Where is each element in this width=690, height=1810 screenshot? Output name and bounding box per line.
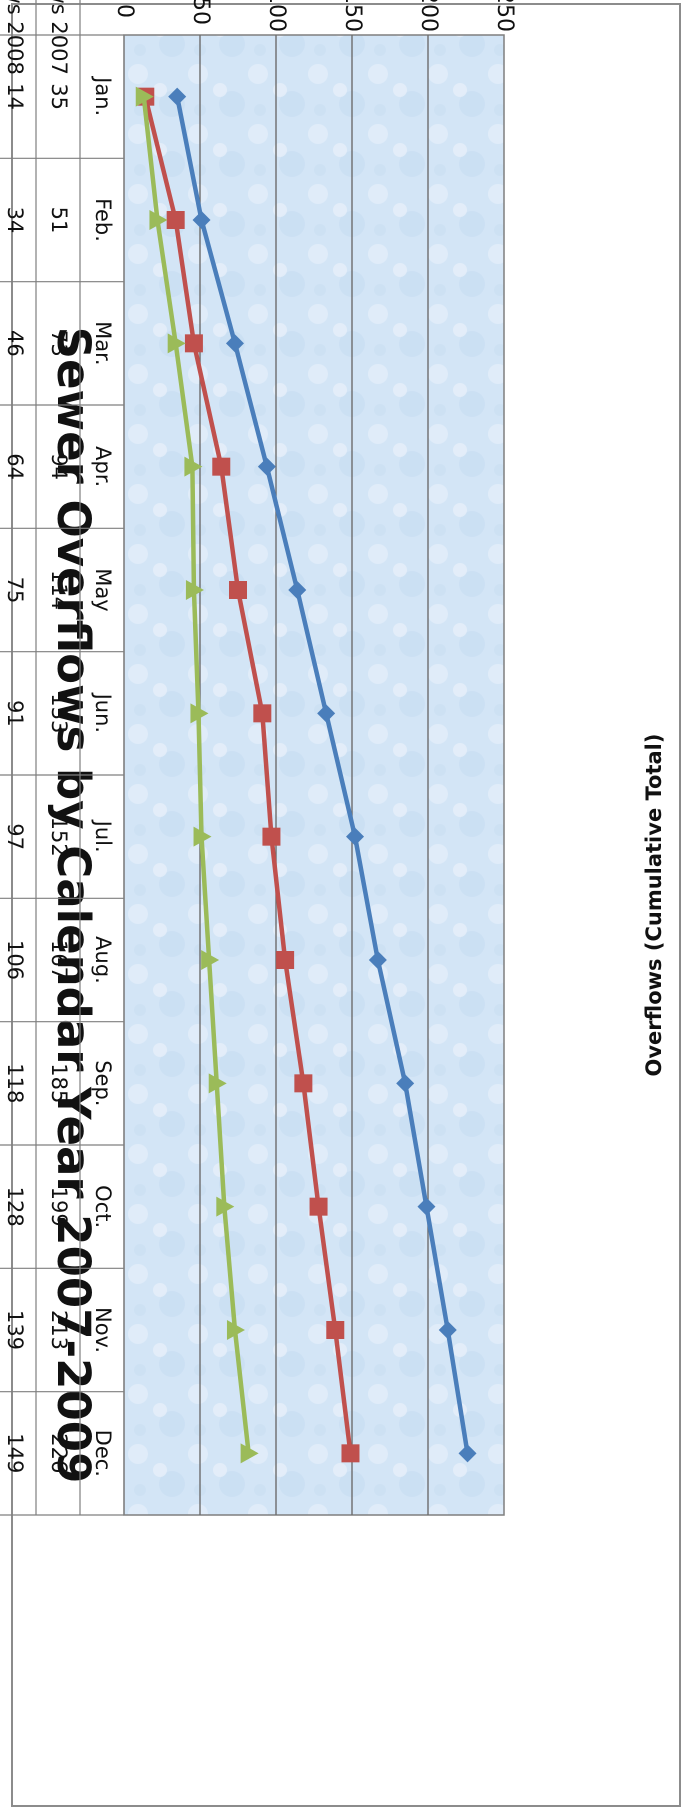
- data-point-marker: [257, 457, 276, 476]
- data-table-cell: 167: [47, 940, 71, 980]
- data-point-marker: [253, 704, 272, 723]
- series-line: [174, 96, 470, 1454]
- y-tick-label: 50: [188, 0, 213, 25]
- category-label: Sep.: [91, 1060, 115, 1106]
- data-table-cell: 106: [3, 940, 27, 980]
- data-point-marker: [184, 334, 203, 353]
- y-axis-title: Overflows (Cumulative Total): [642, 734, 666, 1077]
- y-tick-label: 250: [492, 0, 517, 32]
- y-tick-label: 100: [264, 0, 289, 32]
- data-table-cell: 114: [47, 570, 71, 610]
- y-tick-label: 0: [112, 4, 137, 18]
- data-table-cell: 118: [3, 1063, 27, 1103]
- data-point-marker: [166, 211, 185, 229]
- data-point-marker: [201, 950, 220, 970]
- data-point-marker: [184, 456, 203, 477]
- rotated-chart-area: Sewer Overflows by Calendar Year 2007-20…: [0, 0, 666, 1516]
- category-label: Nov.: [91, 1307, 115, 1353]
- data-point-marker: [185, 580, 204, 600]
- category-label: Dec.: [91, 1430, 115, 1477]
- data-point-marker: [346, 827, 365, 846]
- data-table-cell: 94: [47, 453, 71, 480]
- data-point-marker: [309, 1197, 328, 1216]
- data-point-marker: [317, 704, 336, 723]
- data-table: Jan. Feb. Mar. Apr. May Jun. Jul. Aug. Sep. Oct. N…: [0, 0, 125, 1516]
- data-point-marker: [229, 581, 247, 599]
- data-table-cell: 213: [47, 1310, 71, 1350]
- data-point-marker: [192, 211, 211, 229]
- data-table-cell: 149: [3, 1433, 27, 1473]
- data-table-cell: 152: [47, 817, 71, 857]
- data-table-cell: 226: [47, 1433, 71, 1473]
- category-label: Jun.: [91, 692, 115, 734]
- data-point-marker: [226, 1320, 245, 1340]
- data-table-cell: 64: [3, 453, 27, 480]
- series-lines: [135, 86, 477, 1464]
- data-point-marker: [208, 1073, 227, 1094]
- data-point-marker: [396, 1074, 415, 1093]
- data-point-marker: [326, 1321, 345, 1339]
- data-point-marker: [167, 333, 186, 354]
- data-point-marker: [216, 1196, 235, 1217]
- data-point-marker: [288, 581, 307, 599]
- data-table-cell: 14: [3, 83, 27, 110]
- category-label: Apr.: [91, 446, 115, 487]
- category-label: Mar.: [91, 321, 115, 365]
- data-table-cell: 34: [3, 207, 27, 234]
- data-point-marker: [262, 827, 281, 846]
- category-label: Aug.: [91, 936, 115, 984]
- data-point-marker: [193, 826, 212, 847]
- data-point-marker: [190, 703, 209, 724]
- data-table-cell: 91: [3, 700, 27, 727]
- data-point-marker: [135, 86, 154, 107]
- data-table-cell: 73: [47, 330, 71, 357]
- y-tick-label: 200: [416, 0, 441, 32]
- category-label: May: [91, 568, 115, 611]
- data-table-cell: 46: [3, 330, 27, 357]
- data-table-cell: 128: [3, 1187, 27, 1227]
- data-point-marker: [341, 1444, 360, 1463]
- data-table-cell: 139: [3, 1310, 27, 1350]
- data-point-marker: [212, 457, 231, 476]
- category-label: Jul.: [91, 819, 115, 853]
- legend-label: Overflows 2007: [47, 0, 71, 75]
- data-point-marker: [294, 1074, 313, 1093]
- series-line: [143, 96, 353, 1454]
- data-table-cell: 199: [47, 1187, 71, 1227]
- data-point-marker: [168, 87, 187, 106]
- series-line: [141, 96, 251, 1454]
- data-table-cell: 133: [47, 693, 71, 733]
- data-table-cell: 51: [47, 207, 71, 234]
- data-point-marker: [368, 951, 387, 969]
- data-point-marker: [276, 951, 295, 969]
- legend-label: Overflows 2008: [3, 0, 27, 75]
- y-axis-ticks: 0 50 100 150 200 250: [112, 0, 517, 32]
- category-label: Feb.: [91, 198, 115, 242]
- category-label: Jan.: [91, 75, 115, 116]
- data-point-marker: [417, 1197, 436, 1216]
- data-table-cell: 185: [47, 1063, 71, 1103]
- data-table-cell: 35: [47, 83, 71, 110]
- y-tick-label: 150: [340, 0, 365, 32]
- category-label: Oct.: [91, 1185, 115, 1228]
- data-point-marker: [240, 1443, 259, 1464]
- data-table-cell: 97: [3, 823, 27, 850]
- chart-title: Sewer Overflows by Calendar Year 2007-20…: [47, 327, 100, 1484]
- data-point-marker: [225, 334, 244, 353]
- data-table-cell: 75: [3, 577, 27, 604]
- data-point-marker: [149, 210, 168, 230]
